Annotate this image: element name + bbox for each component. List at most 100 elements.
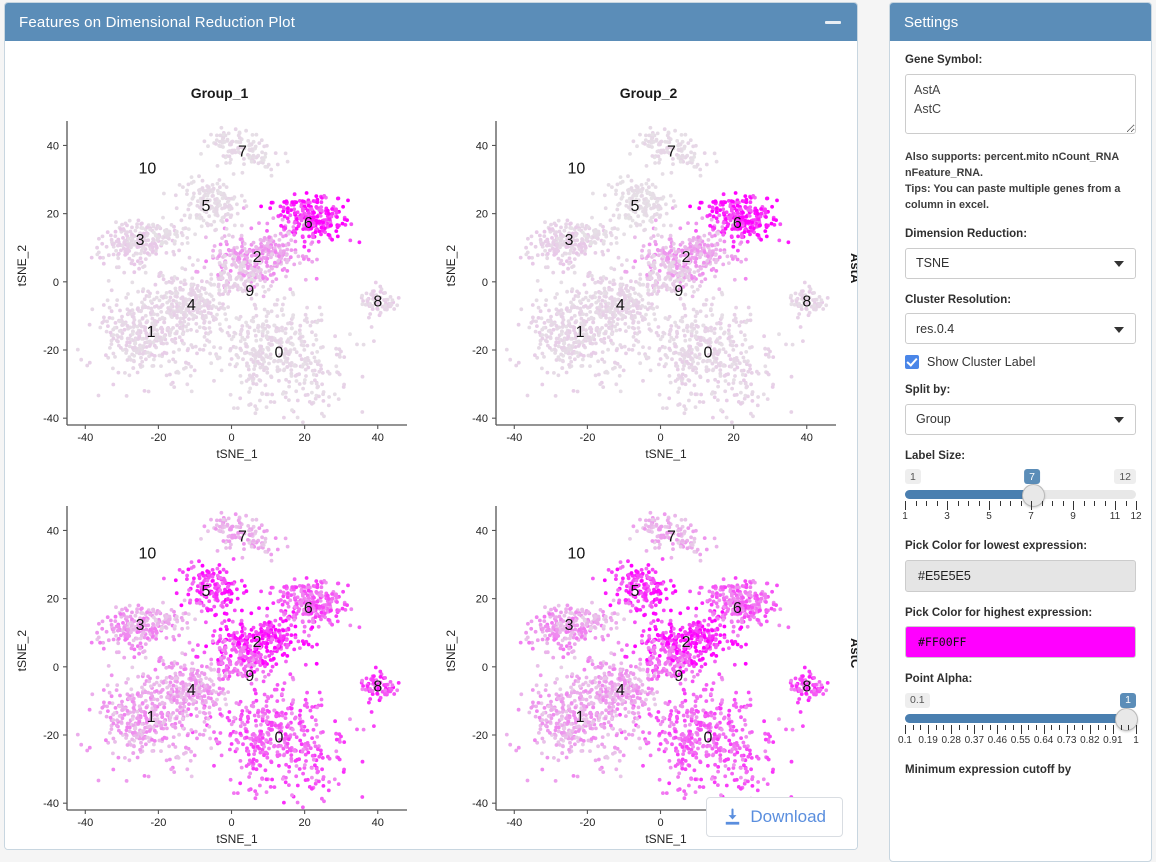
svg-text:0: 0 xyxy=(53,277,59,289)
point-alpha-track[interactable] xyxy=(905,714,1136,723)
split-by-label: Split by: xyxy=(905,383,1136,399)
svg-text:2: 2 xyxy=(253,249,262,266)
svg-text:1: 1 xyxy=(147,324,156,341)
dimension-reduction-value: TSNE xyxy=(916,256,949,270)
gene-symbol-input[interactable] xyxy=(905,74,1136,134)
svg-text:5: 5 xyxy=(201,198,210,215)
x-axis-label: tSNE_1 xyxy=(496,447,836,461)
svg-text:40: 40 xyxy=(47,140,59,152)
x-axis-label: tSNE_1 xyxy=(67,832,407,846)
svg-text:6: 6 xyxy=(733,215,742,232)
label-size-value: 7 xyxy=(1024,469,1040,484)
svg-text:-20: -20 xyxy=(472,345,488,357)
label-size-max: 12 xyxy=(1114,469,1136,484)
svg-text:-40: -40 xyxy=(472,413,488,425)
lowest-color-label: Pick Color for lowest expression: xyxy=(905,539,1136,555)
svg-text:8: 8 xyxy=(802,294,811,311)
svg-text:5: 5 xyxy=(630,198,639,215)
settings-title: Settings xyxy=(904,14,958,31)
split-by-value: Group xyxy=(916,412,951,426)
svg-text:-20: -20 xyxy=(43,345,59,357)
dimension-reduction-label: Dimension Reduction: xyxy=(905,227,1136,243)
chevron-down-icon xyxy=(1114,261,1124,267)
y-axis-label: tSNE_2 xyxy=(444,245,458,286)
show-cluster-label-checkbox[interactable] xyxy=(905,355,919,369)
minimize-icon[interactable] xyxy=(825,21,841,24)
plot-panel-header: Features on Dimensional Reduction Plot xyxy=(5,3,857,41)
svg-text:0: 0 xyxy=(482,277,488,289)
facet-row-label: AstA xyxy=(848,253,858,283)
svg-text:0: 0 xyxy=(704,345,713,362)
chevron-down-icon xyxy=(1114,417,1124,423)
svg-text:7: 7 xyxy=(667,144,676,161)
svg-text:40: 40 xyxy=(372,432,384,444)
point-alpha-ticks xyxy=(905,725,1136,734)
chevron-down-icon xyxy=(1114,327,1124,333)
gene-symbol-label: Gene Symbol: xyxy=(905,53,1136,69)
facet-row-label: AstC xyxy=(848,638,858,668)
svg-text:9: 9 xyxy=(674,283,683,300)
show-cluster-label-row[interactable]: Show Cluster Label xyxy=(905,355,1136,369)
svg-text:6: 6 xyxy=(304,215,313,232)
facet-cell: AstCtSNE_2tSNE_1-40-2002040-40-200204071… xyxy=(434,468,858,850)
label-size-fill xyxy=(905,490,1032,499)
x-axis-label: tSNE_1 xyxy=(67,447,407,461)
settings-body: Gene Symbol: Also supports: percent.mito… xyxy=(890,41,1151,793)
svg-text:2: 2 xyxy=(682,249,691,266)
point-alpha-label: Point Alpha: xyxy=(905,672,1136,688)
helper-text-supports: Also supports: percent.mito nCount_RNA n… xyxy=(905,149,1136,181)
svg-text:4: 4 xyxy=(187,297,196,314)
cluster-resolution-select[interactable]: res.0.4 xyxy=(905,313,1136,344)
svg-text:-20: -20 xyxy=(150,432,166,444)
svg-text:40: 40 xyxy=(801,432,813,444)
y-axis-label: tSNE_2 xyxy=(15,245,29,286)
svg-text:0: 0 xyxy=(228,432,234,444)
page-title: Features on Dimensional Reduction Plot xyxy=(19,14,295,31)
label-size-min: 1 xyxy=(905,469,921,484)
y-axis-label: tSNE_2 xyxy=(444,630,458,671)
cluster-resolution-label: Cluster Resolution: xyxy=(905,293,1136,309)
label-size-label: Label Size: xyxy=(905,449,1136,465)
svg-text:20: 20 xyxy=(299,432,311,444)
download-button[interactable]: Download xyxy=(706,797,843,837)
svg-text:3: 3 xyxy=(565,232,574,249)
split-by-select[interactable]: Group xyxy=(905,404,1136,435)
download-label: Download xyxy=(750,807,826,827)
svg-text:7: 7 xyxy=(238,144,247,161)
dimension-reduction-select[interactable]: TSNE xyxy=(905,248,1136,279)
facet-column-title: Group_1 xyxy=(5,85,434,101)
svg-text:10: 10 xyxy=(568,161,586,178)
svg-text:-40: -40 xyxy=(506,432,522,444)
point-alpha-min: 0.1 xyxy=(905,693,930,708)
svg-text:-20: -20 xyxy=(579,432,595,444)
svg-text:20: 20 xyxy=(476,209,488,221)
highest-color-label: Pick Color for highest expression: xyxy=(905,606,1136,622)
svg-text:20: 20 xyxy=(728,432,740,444)
svg-text:1: 1 xyxy=(576,324,585,341)
svg-text:8: 8 xyxy=(373,294,382,311)
helper-text-tips: Tips: You can paste multiple genes from … xyxy=(905,181,1136,213)
download-icon xyxy=(723,808,742,827)
highest-color-picker[interactable]: #FF00FF xyxy=(905,626,1136,658)
features-plot-panel: Features on Dimensional Reduction Plot G… xyxy=(4,2,858,850)
lowest-color-picker[interactable]: #E5E5E5 xyxy=(905,560,1136,592)
svg-text:10: 10 xyxy=(139,161,157,178)
svg-text:4: 4 xyxy=(616,297,625,314)
label-size-ticks xyxy=(905,501,1136,510)
label-size-track[interactable] xyxy=(905,490,1136,499)
svg-text:9: 9 xyxy=(245,283,254,300)
svg-text:0: 0 xyxy=(275,345,284,362)
settings-panel-header: Settings xyxy=(890,3,1151,41)
svg-text:20: 20 xyxy=(47,209,59,221)
svg-text:0: 0 xyxy=(657,432,663,444)
